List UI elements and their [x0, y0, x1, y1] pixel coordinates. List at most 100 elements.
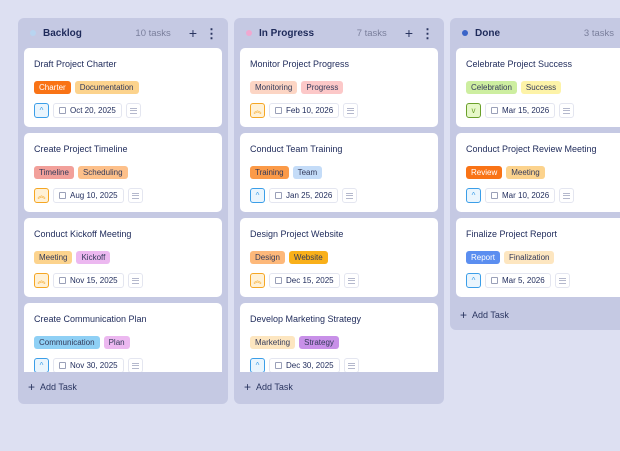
task-title: Monitor Project Progress — [250, 59, 350, 69]
description-icon[interactable] — [559, 188, 575, 203]
task-card[interactable]: Monitor Project Progress Monitoring Progr… — [240, 48, 438, 127]
calendar-icon — [275, 192, 282, 199]
task-card[interactable]: Celebrate Project Success Celebration Suc… — [456, 48, 620, 127]
calendar-icon — [491, 107, 498, 114]
priority-double-up-icon[interactable]: ︽ — [34, 273, 49, 288]
priority-down-icon[interactable]: v — [466, 103, 481, 118]
task-title: Conduct Team Training — [250, 144, 343, 154]
priority-up-icon[interactable]: ^ — [250, 188, 265, 203]
task-title: Develop Marketing Strategy — [250, 314, 362, 324]
task-count: 7 tasks — [356, 27, 387, 39]
tag: Marketing — [250, 336, 296, 349]
tag: Team — [292, 166, 323, 179]
due-date-text: Dec 30, 2025 — [286, 361, 334, 370]
description-icon[interactable] — [127, 188, 143, 203]
task-card[interactable]: Create Communication Plan Communication P… — [24, 303, 222, 372]
description-icon[interactable] — [127, 273, 143, 288]
tag: Celebration — [466, 81, 517, 94]
tag: Training — [250, 166, 289, 179]
tag: Communication — [34, 336, 100, 349]
task-card[interactable]: Conduct Project Review Meeting Review Mee… — [456, 133, 620, 212]
tag: Website — [288, 251, 328, 264]
priority-double-up-icon[interactable]: ︽ — [34, 188, 49, 203]
task-card[interactable]: Conduct Team Training Training Team ^ Jan… — [240, 133, 438, 212]
priority-up-icon[interactable]: ^ — [34, 358, 49, 372]
due-date-text: Dec 15, 2025 — [286, 276, 334, 285]
calendar-icon — [491, 192, 498, 199]
priority-up-icon[interactable]: ^ — [34, 103, 49, 118]
more-options-icon[interactable]: ⋮ — [421, 25, 434, 41]
task-title: Create Project Timeline — [34, 144, 128, 154]
task-card[interactable]: Develop Marketing Strategy Marketing Stra… — [240, 303, 438, 372]
tag: Charter — [34, 81, 71, 94]
due-date[interactable]: Feb 10, 2026 — [269, 103, 340, 118]
due-date[interactable]: Oct 20, 2025 — [53, 103, 122, 118]
due-date[interactable]: Mar 5, 2026 — [485, 273, 551, 288]
plus-icon: + — [460, 308, 468, 322]
priority-up-icon[interactable]: ^ — [250, 358, 265, 372]
priority-double-up-icon[interactable]: ︽ — [250, 103, 265, 118]
due-date-text: Oct 20, 2025 — [70, 106, 116, 115]
column-title: In Progress — [259, 27, 315, 39]
tag: Success — [520, 81, 562, 94]
more-options-icon[interactable]: ⋮ — [205, 25, 218, 41]
description-icon[interactable] — [559, 103, 575, 118]
due-date[interactable]: Mar 15, 2026 — [485, 103, 556, 118]
calendar-icon — [59, 107, 66, 114]
description-icon[interactable] — [554, 273, 570, 288]
tag: Meeting — [506, 166, 545, 179]
status-dot-icon — [30, 30, 36, 36]
task-title: Create Communication Plan — [34, 314, 147, 324]
calendar-icon — [491, 277, 498, 284]
calendar-icon — [59, 192, 66, 199]
tag: Plan — [103, 336, 130, 349]
description-icon[interactable] — [343, 103, 359, 118]
task-card[interactable]: Design Project Website Design Website ︽ D… — [240, 218, 438, 297]
column-header: Done 3 tasks — [450, 18, 620, 48]
task-card[interactable]: Create Project Timeline Timeline Scheduli… — [24, 133, 222, 212]
add-icon[interactable]: + — [404, 25, 413, 41]
task-count: 10 tasks — [135, 27, 171, 39]
calendar-icon — [59, 362, 66, 369]
column-header: Backlog 10 tasks + ⋮ — [18, 18, 228, 48]
add-task-button[interactable]: + Add Task — [18, 372, 228, 402]
due-date[interactable]: Mar 10, 2026 — [485, 188, 556, 203]
add-task-label: Add Task — [256, 382, 293, 392]
task-card[interactable]: Conduct Kickoff Meeting Meeting Kickoff ︽… — [24, 218, 222, 297]
due-date[interactable]: Dec 30, 2025 — [269, 358, 340, 372]
tag: Meeting — [34, 251, 73, 264]
calendar-icon — [59, 277, 66, 284]
description-icon[interactable] — [342, 188, 358, 203]
add-task-label: Add Task — [40, 382, 77, 392]
column-in-progress: In Progress 7 tasks + ⋮ Monitor Project P… — [234, 18, 444, 404]
calendar-icon — [275, 107, 282, 114]
description-icon[interactable] — [125, 103, 141, 118]
task-title: Conduct Project Review Meeting — [466, 144, 597, 154]
task-title: Design Project Website — [250, 229, 344, 239]
due-date[interactable]: Nov 30, 2025 — [53, 358, 124, 372]
status-dot-icon — [462, 30, 468, 36]
task-card[interactable]: Draft Project Charter Charter Documentati… — [24, 48, 222, 127]
task-count: 3 tasks — [583, 27, 614, 39]
column-done: Done 3 tasks Celebrate Project Success C… — [450, 18, 620, 330]
due-date[interactable]: Jan 25, 2026 — [269, 188, 339, 203]
due-date-text: Aug 10, 2025 — [70, 191, 118, 200]
description-icon[interactable] — [343, 358, 359, 372]
column-title: Backlog — [43, 27, 82, 39]
description-icon[interactable] — [127, 358, 143, 372]
add-task-button[interactable]: + Add Task — [234, 372, 444, 402]
add-icon[interactable]: + — [188, 25, 197, 41]
add-task-label: Add Task — [472, 310, 509, 320]
priority-double-up-icon[interactable]: ︽ — [250, 273, 265, 288]
tag: Review — [466, 166, 503, 179]
due-date-text: Mar 15, 2026 — [502, 106, 550, 115]
task-card[interactable]: Finalize Project Report Report Finalizati… — [456, 218, 620, 297]
tag: Monitoring — [250, 81, 298, 94]
due-date[interactable]: Aug 10, 2025 — [53, 188, 124, 203]
priority-up-icon[interactable]: ^ — [466, 273, 481, 288]
description-icon[interactable] — [343, 273, 359, 288]
add-task-button[interactable]: + Add Task — [450, 300, 620, 330]
due-date[interactable]: Nov 15, 2025 — [53, 273, 124, 288]
due-date[interactable]: Dec 15, 2025 — [269, 273, 340, 288]
priority-up-icon[interactable]: ^ — [466, 188, 481, 203]
